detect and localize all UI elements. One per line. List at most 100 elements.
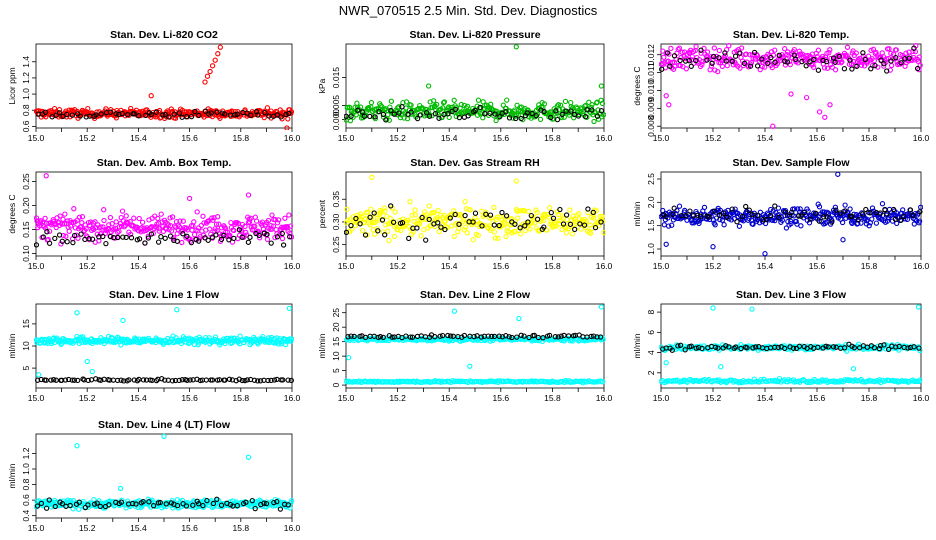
- point-selected: [491, 222, 497, 228]
- point-low: [347, 379, 354, 385]
- y-tick-label: 15: [331, 337, 341, 347]
- point-all: [798, 223, 804, 229]
- point-selected: [522, 223, 528, 229]
- point-selected: [452, 211, 458, 218]
- point-all: [493, 217, 499, 223]
- point-all: [869, 205, 876, 211]
- point-all: [359, 227, 366, 234]
- point-all: [62, 211, 68, 217]
- y-tick-label: 6: [646, 330, 656, 335]
- point-all: [590, 212, 596, 218]
- point-selected: [83, 114, 89, 120]
- point-selected: [274, 498, 280, 505]
- point-selected: [162, 235, 168, 241]
- y-tick-label: 25: [331, 308, 341, 318]
- point-all: [704, 49, 711, 55]
- point-selected: [793, 56, 799, 63]
- point-all: [910, 48, 916, 55]
- point-selected: [729, 58, 735, 64]
- point-all: [480, 115, 486, 121]
- point-selected: [383, 117, 389, 123]
- point-selected: [471, 333, 477, 340]
- figure-title: NWR_070515 2.5 Min. Std. Dev. Diagnostic…: [339, 3, 598, 18]
- point-all: [736, 223, 743, 229]
- point-selected: [114, 377, 121, 384]
- y-axis-label: degrees C: [632, 66, 642, 105]
- point-selected: [830, 55, 837, 61]
- point-selected: [704, 57, 710, 63]
- point-all: [357, 104, 364, 110]
- point-selected: [142, 240, 148, 246]
- x-tick-label: 15.0: [338, 133, 355, 143]
- point-selected: [204, 497, 210, 504]
- x-tick-label: 15.2: [389, 393, 406, 403]
- point-all: [599, 213, 605, 220]
- point-selected: [239, 234, 245, 240]
- point-all: [72, 225, 79, 231]
- point-all: [873, 220, 880, 226]
- point-outlier: [217, 44, 223, 50]
- point-all: [492, 235, 499, 241]
- point-selected: [798, 213, 804, 219]
- x-tick-label: 15.8: [233, 523, 250, 533]
- point-all: [180, 218, 186, 224]
- point-selected: [280, 377, 286, 383]
- point-selected: [776, 52, 782, 58]
- point-selected: [737, 50, 743, 56]
- point-selected: [160, 112, 166, 118]
- point-all: [591, 118, 597, 125]
- point-selected: [575, 113, 582, 119]
- point-selected: [280, 242, 287, 248]
- x-tick-label: 15.2: [705, 133, 722, 143]
- point-all: [362, 215, 369, 222]
- point-all: [791, 206, 798, 212]
- point-selected: [136, 236, 143, 242]
- point-outlier: [43, 173, 49, 179]
- point-selected: [125, 112, 131, 118]
- point-selected: [754, 63, 761, 69]
- point-selected: [732, 53, 739, 59]
- y-axis-label: ml/min: [317, 333, 327, 358]
- point-selected: [436, 115, 442, 121]
- point-selected: [823, 343, 829, 349]
- point-selected: [775, 344, 781, 351]
- point-all: [346, 104, 353, 110]
- point-selected: [423, 110, 430, 116]
- point-all: [712, 222, 718, 228]
- point-all: [717, 207, 724, 214]
- point-selected: [782, 345, 788, 352]
- point-selected: [898, 60, 904, 66]
- panel-title: Stan. Dev. Gas Stream RH: [410, 157, 539, 169]
- point-all: [879, 201, 886, 207]
- point-selected: [598, 108, 605, 114]
- point-all: [198, 222, 204, 229]
- point-all: [382, 208, 388, 214]
- panel-title: Stan. Dev. Li-820 CO2: [110, 29, 218, 41]
- point-selected: [348, 222, 354, 229]
- point-outlier: [827, 102, 833, 108]
- point-selected: [243, 499, 249, 505]
- point-selected: [688, 63, 694, 69]
- point-all: [568, 99, 574, 106]
- point-all: [503, 233, 509, 240]
- y-axis-label: degrees C: [7, 194, 17, 233]
- point-all: [265, 217, 272, 224]
- point-all: [463, 224, 469, 230]
- point-selected: [153, 377, 160, 384]
- panel-title: Stan. Dev. Line 1 Flow: [109, 289, 220, 301]
- point-all: [272, 234, 278, 241]
- point-selected: [242, 377, 248, 384]
- point-selected: [816, 218, 822, 224]
- point-outlier: [451, 308, 458, 314]
- point-selected: [772, 59, 778, 65]
- point-low: [917, 377, 923, 383]
- point-selected: [849, 66, 855, 72]
- point-all: [701, 204, 708, 211]
- point-selected: [367, 113, 373, 120]
- point-all: [827, 47, 833, 53]
- point-selected: [367, 214, 373, 220]
- point-selected: [377, 334, 384, 340]
- point-selected: [344, 229, 350, 236]
- point-all: [669, 59, 676, 66]
- point-selected: [709, 60, 715, 66]
